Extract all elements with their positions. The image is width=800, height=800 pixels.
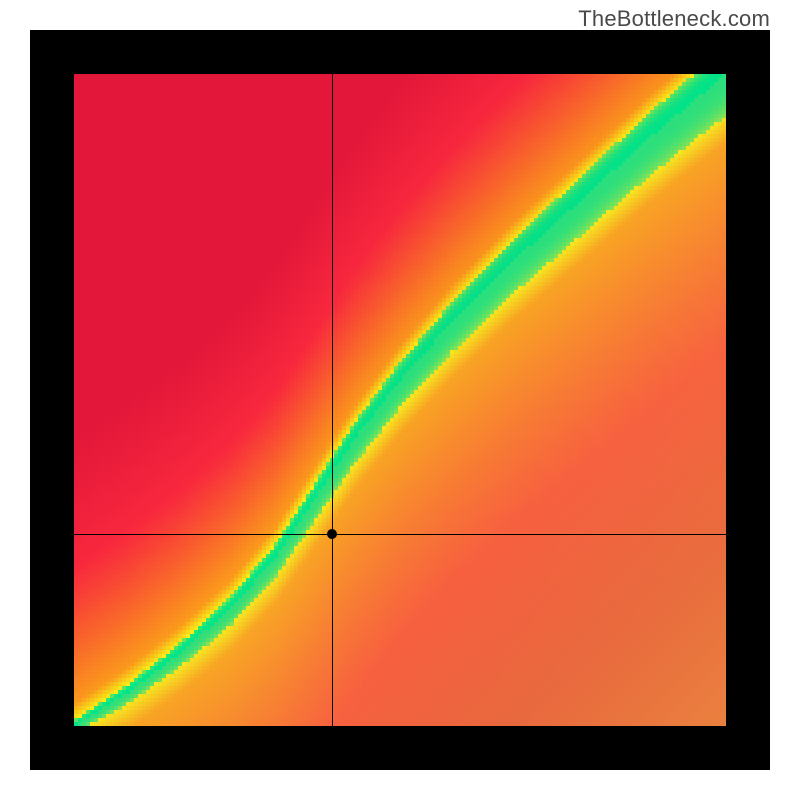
crosshair-marker-dot <box>327 529 337 539</box>
plot-area <box>74 74 726 726</box>
crosshair-vertical <box>332 74 333 726</box>
plot-frame <box>30 30 770 770</box>
heatmap-canvas <box>74 74 726 726</box>
crosshair-horizontal <box>74 534 726 535</box>
watermark-text: TheBottleneck.com <box>578 6 770 32</box>
